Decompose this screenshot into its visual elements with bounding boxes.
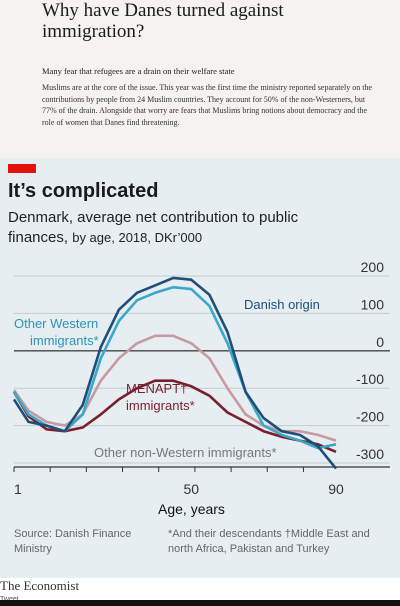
y-tick-label: -300	[356, 446, 384, 462]
series-labels: Danish origin Other Western immigrants* …	[14, 297, 320, 460]
y-tick-label: 100	[361, 296, 385, 312]
x-tick-label: 50	[183, 481, 199, 497]
article-header	[0, 0, 400, 160]
label-danish-origin: Danish origin	[244, 297, 320, 312]
label-other-western-1: Other Western	[14, 316, 98, 331]
x-tick-label: 90	[328, 481, 344, 497]
chart-source: Source: Danish Finance Ministry	[14, 528, 132, 555]
label-other-western-2: immigrants*	[30, 333, 99, 348]
chart-subtitle-tail: by age, 2018, DKr’000	[72, 230, 203, 245]
y-tick-label: -200	[356, 409, 384, 425]
brand-red-tag	[8, 164, 36, 173]
label-menapt-2: immigrants*	[126, 398, 195, 413]
publisher-logo: The Economist	[0, 578, 80, 593]
y-tick-label: -100	[356, 371, 384, 387]
chart-subtitle: Denmark, average net contribution to pub…	[8, 208, 328, 248]
x-tick-labels: 1 50 90	[14, 481, 344, 497]
chart-title: It’s complicated	[8, 180, 159, 202]
tweet-link[interactable]: Tweet	[0, 596, 19, 603]
gridlines	[13, 275, 390, 472]
chart-subtitle-main: Denmark, average net contribution to pub…	[8, 209, 299, 246]
y-tick-label: 0	[376, 334, 384, 350]
chart-footnote: *And their descendants †Middle East and …	[168, 528, 370, 555]
line-chart: 200 100 0 -100 -200 -300 1 50 90 Danish origin …	[12, 259, 390, 517]
article-subhead: Many fear that refugees are a drain on t…	[42, 66, 235, 76]
bottom-bar	[0, 600, 400, 606]
x-axis-label: Age, years	[158, 501, 225, 517]
article-body: Muslims are at the core of the issue. Th…	[42, 83, 372, 127]
chart-panel	[0, 158, 400, 578]
y-tick-label: 200	[361, 259, 385, 275]
label-non-western: Other non-Western immigrants*	[94, 445, 277, 460]
x-tick-label: 1	[14, 481, 22, 497]
series-line-danish	[12, 276, 338, 470]
y-tick-labels: 200 100 0 -100 -200 -300	[356, 259, 384, 462]
label-menapt-1: MENAPT†	[126, 381, 187, 396]
article-headline: Why have Danes turned against immigratio…	[42, 0, 284, 42]
series-lines	[12, 276, 338, 470]
